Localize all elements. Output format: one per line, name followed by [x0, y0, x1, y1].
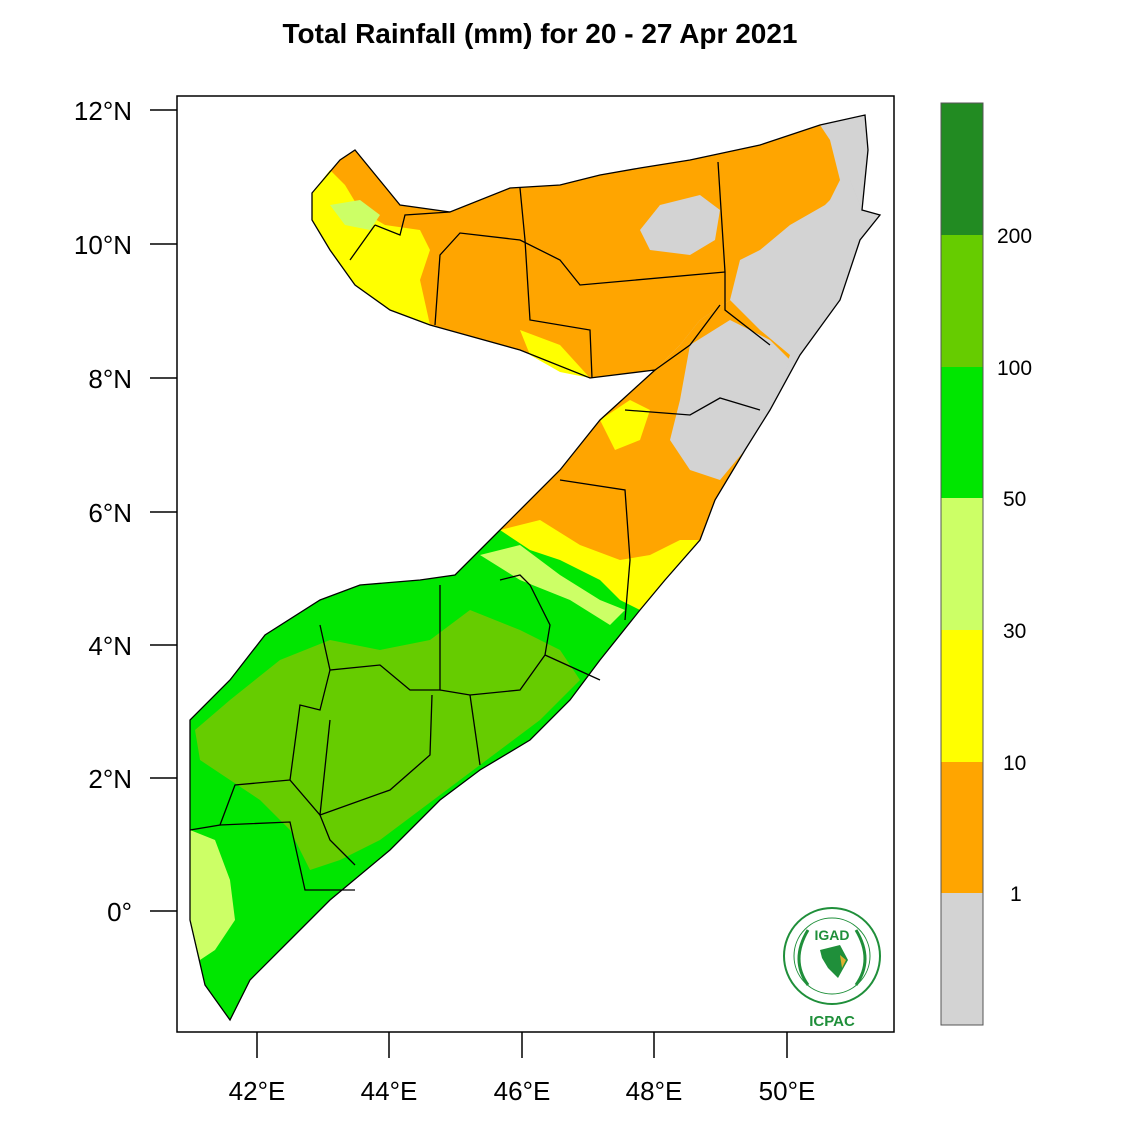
lon-tick-label: 50°E — [759, 1076, 816, 1106]
lat-tick-label: 6°N — [88, 498, 132, 528]
zone-grey-ne-1 — [640, 195, 720, 255]
lat-tick-label: 10°N — [74, 230, 132, 260]
zone-central-yellow — [500, 520, 700, 610]
lat-tick-label: 0° — [107, 897, 132, 927]
lon-tick-label: 48°E — [626, 1076, 683, 1106]
lon-tick-label: 44°E — [361, 1076, 418, 1106]
colorbar-swatch — [941, 367, 983, 498]
zone-lightgreen-nw — [330, 200, 380, 230]
lat-tick-label: 2°N — [88, 764, 132, 794]
logo-bottom-text: ICPAC — [809, 1013, 855, 1030]
colorbar-label: 200 — [997, 225, 1032, 248]
zone-south-lightgreen-coast — [480, 545, 625, 625]
colorbar-swatch — [941, 630, 983, 762]
colorbar: 200 100 50 30 10 1 — [940, 102, 1032, 1026]
map-frame — [176, 95, 895, 1033]
colorbar-label: 50 — [1003, 488, 1026, 511]
map-title: Total Rainfall (mm) for 20 - 27 Apr 2021 — [282, 18, 798, 49]
lat-tick-label: 12°N — [74, 96, 132, 126]
rainfall-fill — [190, 115, 880, 1020]
zone-central-grey — [670, 320, 790, 480]
lat-tick-label: 8°N — [88, 364, 132, 394]
colorbar-swatch — [941, 893, 983, 1025]
colorbar-swatch — [941, 762, 983, 893]
lon-axis: 42°E 44°E 46°E 48°E 50°E — [229, 1032, 816, 1106]
zone-orange-north — [312, 125, 840, 378]
zone-south-lightgreen — [190, 830, 235, 960]
zone-yellow-n2 — [520, 330, 590, 378]
lat-axis: 12°N 10°N 8°N 6°N 4°N 2°N 0° — [74, 96, 177, 927]
colorbar-swatch — [941, 235, 983, 367]
admin-boundaries — [189, 114, 882, 1022]
zone-south-darkgreen — [195, 610, 580, 870]
logo-top-text: IGAD — [815, 927, 850, 943]
lon-tick-label: 46°E — [494, 1076, 551, 1106]
lat-tick-label: 4°N — [88, 631, 132, 661]
colorbar-swatch — [941, 498, 983, 630]
colorbar-label: 10 — [1003, 752, 1026, 775]
colorbar-swatch — [941, 103, 983, 235]
colorbar-label: 30 — [1003, 620, 1026, 643]
lon-tick-label: 42°E — [229, 1076, 286, 1106]
colorbar-label: 1 — [1010, 883, 1022, 906]
icpac-logo: IGAD ICPAC — [783, 907, 881, 1030]
colorbar-label: 100 — [997, 357, 1032, 380]
zone-central-yellow-2 — [600, 400, 650, 450]
